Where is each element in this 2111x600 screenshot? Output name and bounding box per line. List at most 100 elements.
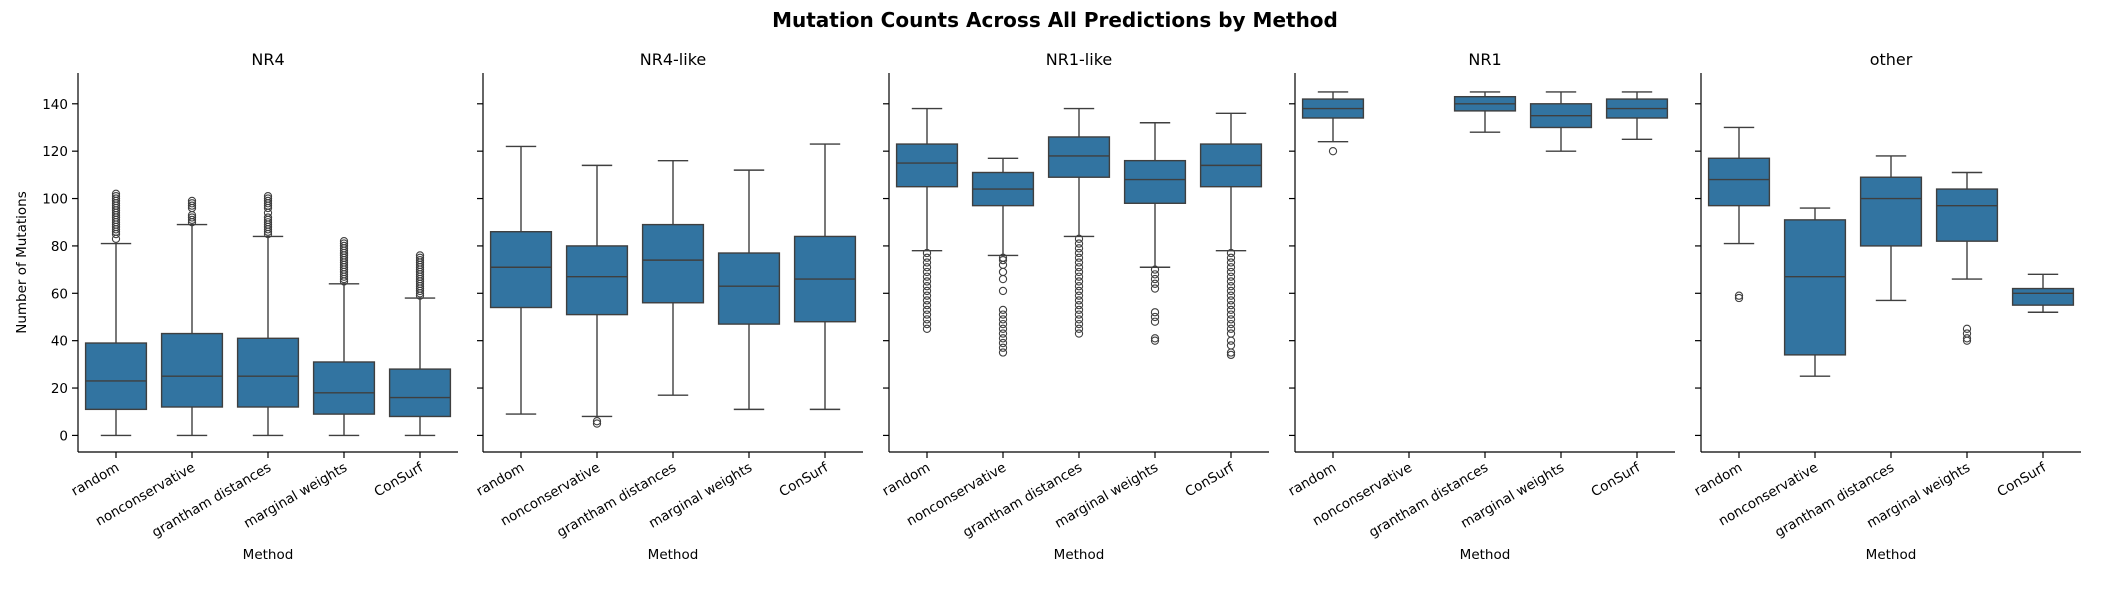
outlier-point	[1150, 336, 1160, 345]
outlier-point	[998, 267, 1008, 277]
outlier-point	[1074, 324, 1084, 333]
panel-0: NR4020406080100120140randomnonconservati…	[42, 50, 458, 563]
box-iqr	[1707, 157, 1771, 207]
box-iqr	[489, 231, 553, 309]
outlier-point	[263, 213, 273, 222]
outlier-point	[1074, 329, 1084, 338]
x-tick-label: random	[880, 460, 933, 500]
boxplot-marginal-weights	[1529, 91, 1593, 152]
boxplot-ConSurf	[1605, 91, 1669, 141]
outlier-point	[1150, 312, 1160, 322]
boxplot-grantham-distances	[641, 159, 705, 396]
outlier-point	[1226, 319, 1236, 329]
outlier-point	[415, 255, 425, 265]
boxplot-ConSurf	[1199, 112, 1263, 360]
outlier-point	[922, 272, 932, 281]
box-iqr	[1783, 219, 1847, 356]
box-iqr	[2011, 287, 2075, 306]
outlier-point	[1226, 296, 1236, 305]
outlier-point	[922, 277, 932, 286]
x-axis-label: Method	[1460, 547, 1511, 563]
outlier-point	[187, 199, 197, 208]
boxplot-marginal-weights	[1935, 171, 1999, 345]
outlier-point	[1074, 282, 1084, 291]
outlier-point	[1150, 334, 1160, 343]
outlier-point	[339, 239, 349, 248]
chart-title: Mutation Counts Across All Predictions b…	[772, 8, 1338, 32]
outlier-point	[111, 194, 121, 203]
box-iqr	[895, 143, 959, 188]
y-tick-label: 120	[42, 144, 68, 160]
outlier-point	[1226, 341, 1236, 350]
outlier-point	[263, 196, 273, 206]
outlier-point	[922, 258, 932, 267]
x-tick-label: ConSurf	[1995, 459, 2051, 500]
y-tick-label: 140	[42, 97, 68, 113]
x-tick-label: ConSurf	[777, 459, 833, 500]
outlier-point	[922, 305, 932, 315]
outlier-point	[922, 296, 932, 305]
outlier-point	[339, 237, 349, 246]
outlier-point	[1074, 244, 1084, 253]
box-iqr	[641, 223, 705, 304]
box-iqr	[312, 361, 376, 415]
x-tick-label: ConSurf	[1183, 459, 1239, 500]
outlier-point	[1226, 324, 1236, 333]
outlier-point	[1150, 265, 1160, 274]
outlier-point	[1150, 279, 1160, 288]
outlier-point	[1226, 336, 1236, 345]
boxplot-marginal-weights	[717, 169, 781, 411]
outlier-point	[1150, 274, 1160, 284]
outlier-point	[187, 201, 197, 210]
box-iqr	[160, 332, 224, 408]
outlier-point	[1226, 267, 1236, 277]
outlier-point	[1074, 300, 1084, 310]
outlier-point	[1734, 293, 1744, 303]
outlier-point	[998, 329, 1008, 338]
boxplot-random	[489, 145, 553, 415]
outlier-point	[1226, 258, 1236, 267]
outlier-point	[922, 291, 932, 300]
y-tick-label: 80	[51, 239, 68, 255]
outlier-point	[263, 218, 273, 227]
y-tick-label: 20	[51, 381, 68, 397]
boxplot-nonconservative	[565, 164, 629, 428]
boxplot-random	[1301, 91, 1365, 156]
outlier-point	[922, 282, 932, 291]
outlier-point	[922, 253, 932, 262]
outlier-point	[1962, 324, 1972, 333]
x-tick-label: random	[474, 460, 527, 500]
y-tick-label: 0	[59, 428, 68, 444]
panel-title: NR1-like	[1046, 50, 1112, 69]
y-tick-label: 100	[42, 192, 68, 208]
outlier-point	[187, 215, 197, 225]
outlier-point	[1074, 319, 1084, 329]
outlier-point	[1074, 234, 1084, 243]
boxplot-ConSurf	[2011, 273, 2075, 313]
outlier-point	[1074, 305, 1084, 315]
outlier-point	[1074, 296, 1084, 305]
boxplot-marginal-weights	[312, 237, 376, 437]
outlier-point	[1074, 263, 1084, 272]
box-iqr	[84, 342, 148, 411]
outlier-point	[1226, 305, 1236, 315]
x-tick-label: random	[69, 460, 122, 500]
boxplot-nonconservative	[1783, 207, 1847, 377]
x-tick-label: ConSurf	[1589, 459, 1645, 500]
outlier-point	[998, 255, 1008, 265]
outlier-point	[922, 267, 932, 277]
boxplot-ConSurf	[793, 143, 857, 411]
outlier-point	[1074, 315, 1084, 324]
outlier-point	[1962, 334, 1972, 343]
outlier-point	[1150, 317, 1160, 326]
boxplot-grantham-distances	[236, 192, 300, 437]
outlier-point	[998, 324, 1008, 333]
outlier-point	[922, 248, 932, 258]
outlier-point	[1074, 239, 1084, 248]
boxplot-nonconservative	[971, 157, 1035, 357]
outlier-point	[1074, 286, 1084, 296]
x-tick-label: random	[1692, 460, 1745, 500]
outlier-point	[998, 315, 1008, 324]
